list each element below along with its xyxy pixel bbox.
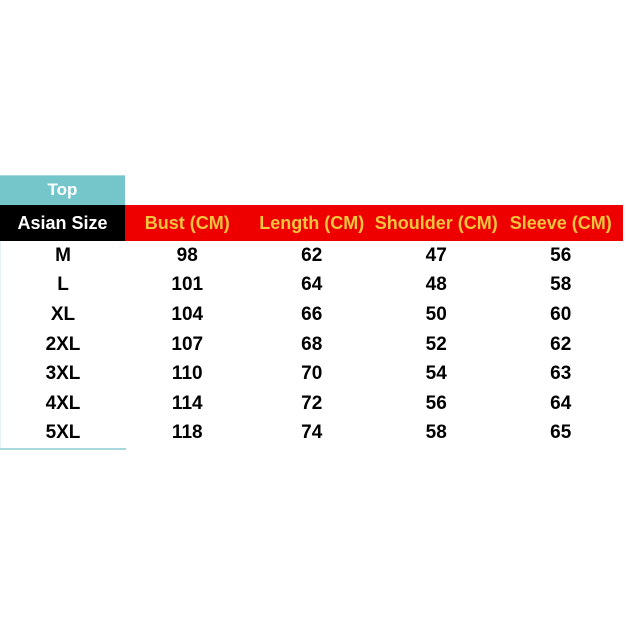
size-cell: 5XL	[0, 418, 125, 449]
column-header-bust: Bust (CM)	[144, 212, 230, 233]
value-cell: 58	[425, 422, 447, 444]
value-cell: 52	[425, 333, 447, 355]
size-cell: M	[0, 241, 125, 271]
size-cell: XL	[0, 300, 125, 330]
top-tab[interactable]: Top	[0, 175, 125, 205]
value-cell: 110	[171, 363, 203, 385]
column-header-sleeve: Sleeve (CM)	[509, 212, 612, 233]
value-cell: 64	[550, 392, 572, 414]
value-cell: 66	[301, 303, 323, 325]
value-cell: 56	[550, 244, 572, 266]
value-cell: 107	[171, 333, 204, 355]
tab-row: Top	[0, 175, 623, 205]
value-cell: 62	[550, 333, 572, 355]
value-cell: 74	[301, 422, 323, 444]
size-cell: 4XL	[0, 388, 125, 419]
value-cell: 118	[171, 422, 203, 444]
table-row: 5XL 118 74 58 65	[0, 418, 623, 449]
value-cell: 64	[301, 274, 323, 296]
table-row: 4XL 114 72 56 64	[0, 388, 623, 419]
value-cell: 62	[301, 244, 323, 266]
table-row: XL 104 66 50 60	[0, 300, 623, 330]
value-cell: 48	[425, 274, 447, 296]
value-cell: 65	[550, 422, 572, 444]
value-cell: 54	[425, 363, 447, 385]
value-cell: 114	[171, 392, 203, 414]
value-cell: 56	[425, 392, 447, 414]
header-row: Asian Size Bust (CM) Length (CM) Shoulde…	[0, 205, 623, 241]
measurement-header-bar: Bust (CM) Length (CM) Shoulder (CM) Slee…	[125, 205, 623, 241]
table-row: L 101 64 48 58	[0, 270, 623, 301]
size-chart-table: Top Asian Size Bust (CM) Length (CM) Sho…	[0, 175, 623, 451]
size-cell: L	[0, 270, 125, 301]
table-bottom-border	[0, 448, 126, 451]
top-tab-label: Top	[47, 180, 78, 199]
size-cell: 2XL	[0, 329, 125, 360]
table-row: 3XL 110 70 54 63	[0, 359, 623, 389]
table-row: M 98 62 47 56	[0, 241, 623, 271]
value-cell: 63	[550, 363, 572, 385]
size-cell: 3XL	[0, 359, 125, 389]
value-cell: 50	[425, 303, 447, 325]
size-column-header: Asian Size	[0, 205, 125, 241]
value-cell: 47	[425, 244, 447, 266]
value-cell: 68	[301, 333, 323, 355]
value-cell: 60	[550, 303, 572, 325]
value-cell: 70	[301, 363, 323, 385]
column-header-length: Length (CM)	[259, 212, 365, 233]
value-cell: 58	[550, 274, 572, 296]
table-body: M 98 62 47 56 L 101 64 48 58 XL 104 66 50 60 2XL 107 68 52…	[0, 241, 623, 449]
value-cell: 104	[171, 303, 204, 325]
value-cell: 101	[171, 274, 204, 296]
value-cell: 72	[301, 392, 323, 414]
column-header-shoulder: Shoulder (CM)	[374, 212, 498, 233]
value-cell: 98	[176, 244, 198, 266]
table-row: 2XL 107 68 52 62	[0, 329, 623, 360]
